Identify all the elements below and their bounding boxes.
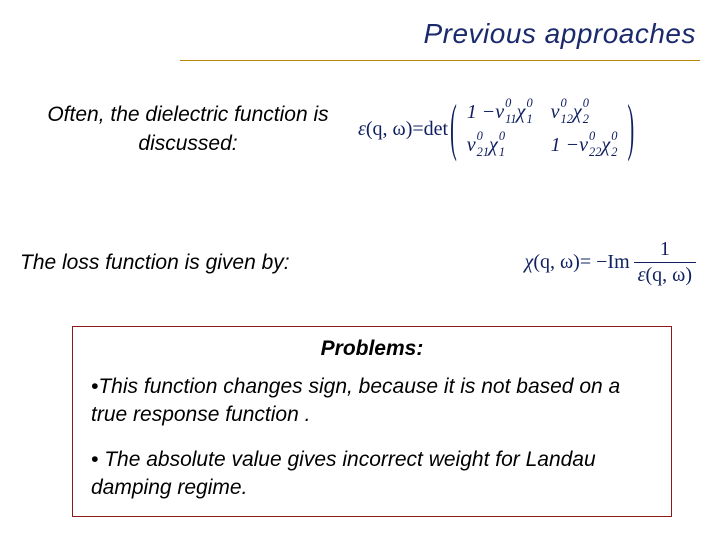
loss-formula: χ(q, ω) = − Im 1 ε(q, ω)	[290, 238, 720, 287]
loss-row: The loss function is given by: χ(q, ω) =…	[0, 238, 720, 287]
loss-text: The loss function is given by:	[0, 251, 290, 275]
cell-12: v012 χ02	[551, 101, 618, 124]
problem-item-2: • The absolute value gives incorrect wei…	[91, 446, 653, 503]
left-paren: (	[448, 97, 459, 161]
v-11: v	[495, 101, 504, 124]
chi-sup-21: 0	[499, 131, 505, 142]
chi-sub-12: 2	[583, 114, 589, 125]
fraction: 1 ε(q, ω)	[634, 238, 696, 287]
chi-args: (q, ω)	[533, 251, 579, 274]
problem-text-2: The absolute value gives incorrect weigh…	[91, 448, 596, 499]
problem-text-1: This function changes sign, because it i…	[91, 375, 620, 426]
chi-sup-12: 0	[583, 98, 589, 109]
equals-2: = −	[580, 251, 608, 274]
v-sup-12: 0	[561, 98, 573, 109]
right-paren: )	[625, 97, 636, 161]
equals-1: =	[412, 118, 423, 141]
dielectric-formula: ε(q, ω) = det ( 1 − v011 χ01 v012 χ02	[338, 95, 720, 163]
v-sub-12: 12	[561, 114, 573, 125]
v-sub-22: 22	[589, 147, 601, 158]
im-label: Im	[607, 251, 629, 274]
dielectric-text: Often, the dielectric function is discus…	[0, 100, 338, 159]
chi-sub-21: 1	[499, 147, 505, 158]
problems-box: Problems: •This function changes sign, b…	[72, 326, 672, 517]
v-sup-21: 0	[477, 131, 489, 142]
problems-heading: Problems:	[91, 337, 653, 361]
eps-args: (q, ω)	[366, 118, 412, 141]
v-22: v	[579, 134, 588, 157]
chi-sup-11: 0	[526, 98, 532, 109]
cell-22: 1 − v022 χ02	[551, 134, 618, 157]
chi-sup-22: 0	[611, 131, 617, 142]
slide: Previous approaches Often, the dielectri…	[0, 0, 720, 540]
title-underline	[180, 60, 700, 61]
chi-22: χ	[601, 134, 610, 157]
v-sub-11: 11	[505, 114, 516, 125]
one-minus-11: 1 −	[467, 101, 496, 124]
one-minus-22: 1 −	[551, 134, 580, 157]
chi-symbol: χ	[525, 251, 534, 274]
cell-11: 1 − v011 χ01	[467, 101, 533, 124]
cell-21: v021 χ01	[467, 134, 533, 157]
problem-item-1: •This function changes sign, because it …	[91, 373, 653, 430]
chi-sub-11: 1	[526, 114, 532, 125]
chi-12: χ	[573, 101, 582, 124]
den-args: (q, ω)	[646, 264, 692, 286]
dielectric-row: Often, the dielectric function is discus…	[0, 95, 720, 163]
chi-sub-22: 2	[611, 147, 617, 158]
v-sup-11: 0	[505, 98, 516, 109]
chi-11: χ	[517, 101, 526, 124]
epsilon-symbol: ε	[358, 118, 366, 141]
v-12: v	[551, 101, 560, 124]
den-eps: ε	[638, 264, 646, 286]
det-label: det	[424, 118, 448, 141]
v-sub-21: 21	[477, 147, 489, 158]
frac-den: ε(q, ω)	[634, 263, 696, 287]
slide-title: Previous approaches	[423, 18, 696, 50]
v-sup-22: 0	[589, 131, 601, 142]
matrix: 1 − v011 χ01 v012 χ02 v021 χ01 1 − v	[459, 95, 626, 163]
v-21: v	[467, 134, 476, 157]
chi-21: χ	[489, 134, 498, 157]
frac-num: 1	[656, 238, 674, 262]
